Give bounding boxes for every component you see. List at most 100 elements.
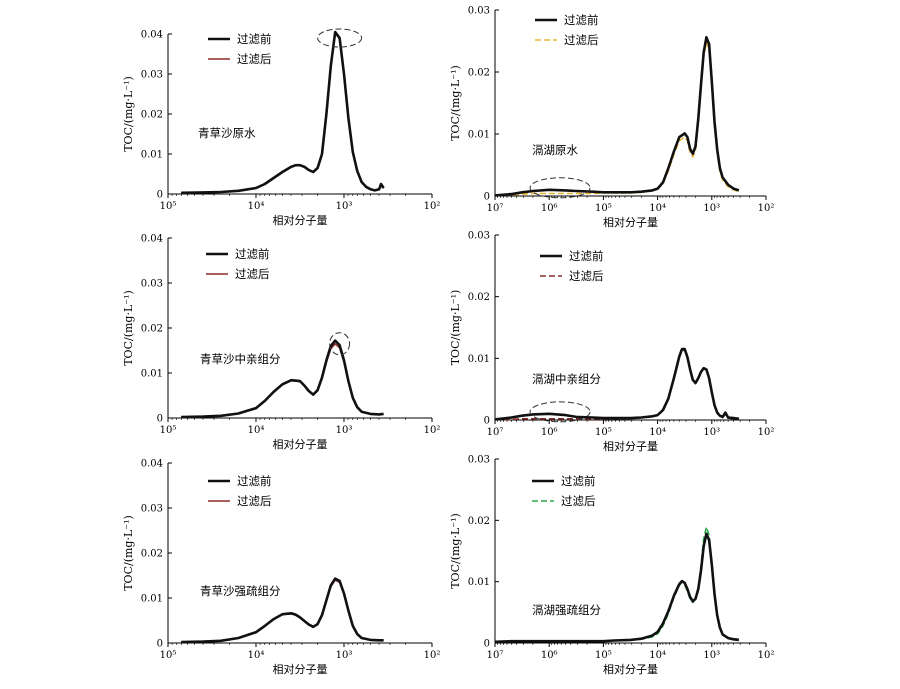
legend-label: 过滤后: [561, 494, 596, 508]
highlight-ellipse: [317, 28, 363, 48]
x-tick-label: 10³: [336, 650, 353, 661]
y-tick-label: 0.03: [468, 6, 490, 17]
y-tick-label: 0.03: [468, 455, 490, 466]
y-tick-label: 0.02: [468, 516, 490, 527]
x-axis-label: 相对分子量: [603, 215, 658, 229]
y-tick-label: 0.04: [141, 234, 163, 245]
panel-label: 滆湖原水: [532, 143, 578, 157]
y-tick-label: 0.04: [141, 459, 163, 470]
legend-label: 过滤前: [561, 474, 596, 488]
x-tick-label: 10⁵: [595, 203, 612, 214]
legend-label: 过滤前: [564, 13, 599, 27]
y-tick-label: 0.01: [141, 594, 163, 605]
chart-panel: 0 0.01 0.02 0.03 10⁷ 10⁶ 10⁵ 10⁴ 10³ 10² 相对分子量 TOC/…: [449, 6, 774, 230]
legend-label: 过滤前: [237, 474, 272, 488]
y-tick-label: 0.03: [141, 504, 163, 515]
x-tick-label: 10⁵: [595, 650, 612, 661]
x-tick-label: 10⁴: [248, 650, 265, 661]
x-tick-label: 10⁵: [160, 650, 177, 661]
x-tick-label: 10³: [703, 427, 720, 438]
x-tick-label: 10⁶: [541, 427, 558, 438]
x-tick-label: 10⁴: [649, 203, 666, 214]
x-tick-label: 10²: [424, 650, 441, 661]
legend-label: 过滤后: [237, 52, 272, 66]
y-tick-label: 0.02: [468, 68, 490, 79]
x-tick-label: 10²: [758, 650, 775, 661]
y-tick-label: 0: [484, 192, 490, 203]
y-axis-label: TOC/(mg·L⁻¹): [122, 76, 135, 152]
highlight-ellipse: [329, 332, 351, 356]
panel-label: 青草沙中亲组分: [200, 352, 281, 366]
x-tick-label: 10³: [336, 201, 353, 212]
y-tick-label: 0.02: [468, 292, 490, 303]
x-tick-label: 10³: [336, 425, 353, 436]
x-tick-label: 10²: [758, 427, 775, 438]
highlight-ellipse: [529, 177, 591, 199]
y-tick-label: 0.01: [468, 577, 490, 588]
x-tick-label: 10²: [758, 203, 775, 214]
x-axis-label: 相对分子量: [273, 662, 328, 676]
x-tick-label: 10⁴: [248, 425, 265, 436]
chart-panel: 0 0.01 0.02 0.03 10⁷ 10⁶ 10⁵ 10⁴ 10³ 10² 相对分子量 TOC/…: [449, 455, 774, 677]
series-before-filter: [181, 577, 384, 644]
x-tick-label: 10⁵: [160, 425, 177, 436]
y-tick-label: 0.02: [141, 324, 163, 335]
x-tick-label: 10⁷: [487, 427, 504, 438]
x-tick-label: 10²: [424, 425, 441, 436]
x-tick-label: 10⁷: [487, 203, 504, 214]
x-tick-label: 10⁴: [649, 650, 666, 661]
y-tick-label: 0: [157, 639, 163, 650]
y-tick-label: 0: [157, 414, 163, 425]
x-tick-label: 10²: [424, 201, 441, 212]
x-tick-label: 10⁵: [595, 427, 612, 438]
series-before-filter: [181, 339, 384, 419]
y-axis-label: TOC/(mg·L⁻¹): [449, 290, 462, 366]
series-after-filter: [181, 32, 385, 194]
chart-panel: 0 0.01 0.02 0.03 10⁷ 10⁶ 10⁵ 10⁴ 10³ 10² 相对分子量 TOC/…: [449, 231, 774, 454]
series-before-filter: [494, 347, 740, 421]
x-axis-label: 相对分子量: [273, 437, 328, 451]
x-tick-label: 10⁷: [487, 650, 504, 661]
y-tick-label: 0: [484, 639, 490, 650]
legend-label: 过滤后: [569, 269, 604, 283]
chart-panel: 0 0.01 0.02 0.03 0.04 10⁵ 10⁴ 10³ 10² 相对分子量 TOC/(m…: [122, 459, 440, 677]
series-before-filter: [494, 36, 740, 197]
y-tick-label: 0.01: [141, 150, 163, 161]
x-axis-label: 相对分子量: [603, 439, 658, 453]
panel-label: 青草沙强疏组分: [200, 584, 281, 598]
series-after-filter: [494, 526, 739, 643]
y-axis-label: TOC/(mg·L⁻¹): [122, 515, 135, 591]
y-tick-label: 0: [484, 416, 490, 427]
y-tick-label: 0.03: [141, 279, 163, 290]
x-tick-label: 10⁵: [160, 201, 177, 212]
highlight-ellipse: [529, 401, 591, 423]
x-tick-label: 10³: [703, 203, 720, 214]
x-tick-label: 10⁶: [541, 650, 558, 661]
legend-label: 过滤前: [235, 247, 270, 261]
panel-label: 滆湖中亲组分: [532, 372, 601, 386]
y-tick-label: 0.03: [468, 231, 490, 242]
y-tick-label: 0.01: [141, 369, 163, 380]
y-axis-label: TOC/(mg·L⁻¹): [122, 290, 135, 366]
y-axis-label: TOC/(mg·L⁻¹): [449, 65, 462, 141]
x-tick-label: 10⁶: [541, 203, 558, 214]
chart-panel: 0 0.01 0.02 0.03 0.04 10⁵ 10⁴ 10³ 10² 相对分子量 TOC/(m…: [122, 234, 440, 452]
legend-label: 过滤后: [235, 267, 270, 281]
x-axis-label: 相对分子量: [603, 662, 658, 676]
panel-label: 滆湖强疏组分: [532, 603, 601, 617]
x-tick-label: 10⁴: [649, 427, 666, 438]
y-tick-label: 0.04: [141, 30, 163, 41]
series-before-filter: [494, 532, 740, 644]
x-axis-label: 相对分子量: [273, 213, 328, 227]
legend-label: 过滤前: [569, 249, 604, 263]
x-tick-label: 10³: [703, 650, 720, 661]
legend-label: 过滤前: [237, 32, 272, 46]
chart-panel: 0 0.01 0.02 0.03 0.04 10⁵ 10⁴ 10³ 10² 相对分子量 TOC/(m…: [122, 28, 441, 227]
y-tick-label: 0.02: [141, 549, 163, 560]
y-axis-label: TOC/(mg·L⁻¹): [449, 513, 462, 589]
y-tick-label: 0.01: [468, 130, 490, 141]
legend-label: 过滤后: [237, 494, 272, 508]
series-before-filter: [181, 30, 385, 195]
y-tick-label: 0.02: [141, 110, 163, 121]
